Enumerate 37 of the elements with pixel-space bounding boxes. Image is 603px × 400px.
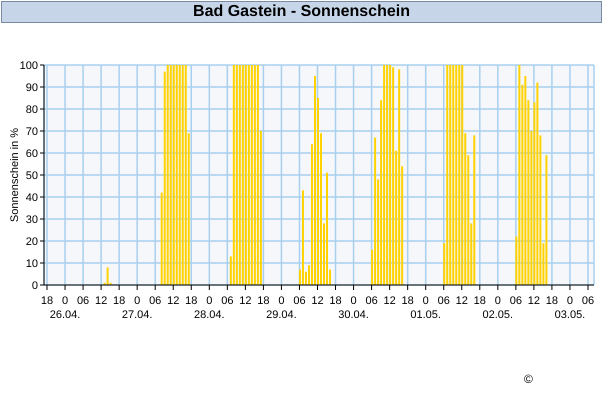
x-tick-label: 12: [94, 295, 108, 307]
y-tick-label: 30: [26, 214, 38, 226]
x-tick-label: 06: [510, 295, 522, 307]
y-tick-label: 80: [26, 104, 38, 116]
y-tick-label: 70: [26, 126, 38, 138]
y-tick-label: 90: [26, 82, 38, 94]
x-tick-label: 18: [474, 295, 486, 307]
text: ©: [524, 372, 533, 386]
y-tick-label: 100: [20, 60, 38, 72]
x-tick-label: 18: [185, 295, 198, 307]
x-tick-label: 18: [546, 295, 558, 307]
y-tick-label: 10: [26, 258, 38, 270]
y-tick-label: 50: [26, 170, 38, 182]
y-tick-label: 40: [26, 192, 38, 204]
y-tick-label: 60: [26, 148, 38, 160]
x-tick-label: 18: [329, 295, 342, 307]
x-tick-label: 06: [76, 295, 90, 307]
x-tick-label: 06: [582, 295, 594, 307]
x-tick-label: 12: [311, 295, 324, 307]
x-tick-label: 06: [221, 295, 234, 307]
x-tick-label: 06: [149, 295, 162, 307]
x-tick-label: 18: [40, 295, 54, 307]
x-tick-label: 18: [402, 295, 414, 307]
y-tick-label: 0: [32, 280, 38, 292]
y-axis-title: Sonnenschein in %: [8, 128, 21, 222]
x-tick-label: 12: [384, 295, 396, 307]
x-tick-label: 06: [293, 295, 306, 307]
x-tick-label: 06: [438, 295, 450, 307]
x-tick-label: 12: [167, 295, 180, 307]
x-tick-label: 18: [257, 295, 270, 307]
chart-title: Bad Gastein - Sonnenschein: [1, 1, 602, 23]
x-tick-label: 12: [528, 295, 540, 307]
x-tick-label: 12: [456, 295, 468, 307]
x-tick-label: 12: [239, 295, 252, 307]
x-tick-label: 06: [365, 295, 378, 307]
x-tick-label: 18: [113, 295, 126, 307]
y-tick-label: 20: [26, 236, 38, 248]
